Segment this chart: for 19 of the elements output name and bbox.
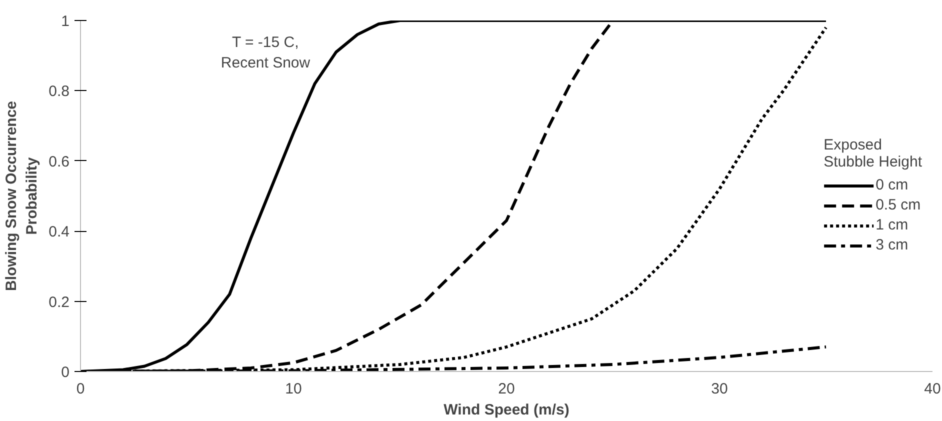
legend-label: 0 cm bbox=[876, 176, 908, 194]
y-axis-title: Blowing Snow Occurrence Probability bbox=[3, 100, 41, 292]
y-tick-label: 0.2 bbox=[48, 294, 70, 311]
annotation: T = -15 C, Recent Snow bbox=[220, 34, 310, 72]
legend-title: Exposed Stubble Height bbox=[824, 136, 922, 170]
legend-label: 1 cm bbox=[876, 216, 908, 234]
x-tick-label: 40 bbox=[924, 380, 941, 398]
y-tick-label: 0.8 bbox=[48, 83, 70, 100]
y-tick-label: 0 bbox=[61, 364, 70, 381]
x-tick-label: 10 bbox=[285, 380, 302, 398]
x-tick-label: 0 bbox=[76, 380, 85, 398]
x-tick-label: 30 bbox=[711, 380, 728, 398]
y-tick-label: 0.6 bbox=[48, 153, 70, 170]
legend-label: 3 cm bbox=[876, 236, 908, 254]
x-tick-label: 20 bbox=[498, 380, 515, 398]
y-tick-label: 1 bbox=[61, 13, 70, 30]
legend-label: 0.5 cm bbox=[876, 196, 921, 214]
x-axis-title: Wind Speed (m/s) bbox=[444, 402, 570, 418]
y-tick-label: 0.4 bbox=[48, 224, 70, 241]
